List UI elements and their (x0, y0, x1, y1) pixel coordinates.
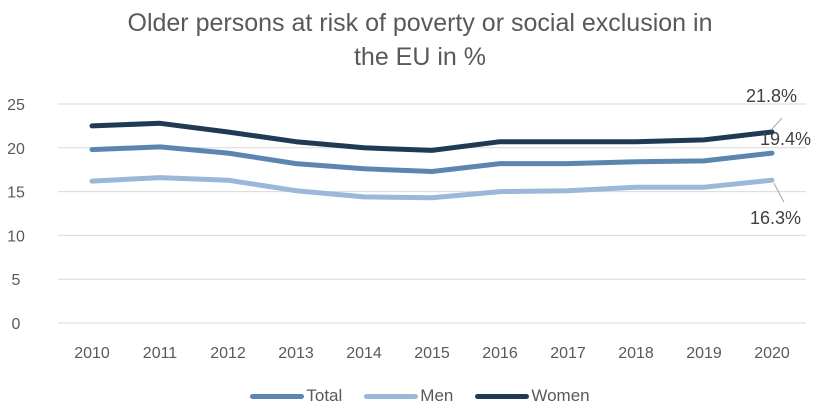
legend-item-women: Women (475, 386, 590, 406)
y-tick-label: 10 (7, 228, 25, 245)
chart-title: Older persons at risk of poverty or soci… (0, 6, 840, 74)
y-tick-label: 5 (12, 272, 21, 289)
legend-label: Total (306, 386, 343, 405)
annotation-leader-women (771, 117, 783, 130)
x-tick-label: 2011 (143, 345, 178, 362)
data-label-total: 19.4% (760, 129, 811, 149)
series-line-total (89, 144, 775, 174)
x-tick-label: 2020 (754, 345, 790, 362)
chart-title-line-1: Older persons at risk of poverty or soci… (127, 9, 713, 37)
data-label-men: 16.3% (750, 208, 801, 228)
annotation-leader-men (773, 182, 785, 203)
legend: Total Men Women (0, 386, 840, 406)
legend-label: Women (531, 386, 590, 405)
legend-item-total: Total (250, 386, 342, 406)
x-tick-label: 2010 (74, 345, 110, 362)
chart-title-line-2: the EU in % (353, 43, 486, 71)
legend-swatch (475, 393, 530, 399)
x-tick-label: 2014 (346, 345, 382, 362)
x-tick-label: 2013 (278, 345, 314, 362)
x-tick-label: 2016 (482, 345, 518, 362)
data-label-women: 21.8% (746, 86, 797, 106)
line-chart: 0 5 10 15 20 25 2010 2011 2012 2013 2014 2015 2016 20… (7, 86, 811, 362)
series-line-men (89, 175, 775, 201)
x-tick-label: 2019 (686, 345, 722, 362)
x-tick-label: 2017 (550, 345, 586, 362)
legend-item-men: Men (364, 386, 453, 406)
y-tick-label: 0 (12, 316, 21, 333)
x-tick-label: 2012 (210, 345, 246, 362)
y-tick-label: 20 (7, 141, 25, 158)
x-tick-label: 2015 (414, 345, 450, 362)
legend-swatch (364, 393, 419, 399)
x-tick-label: 2018 (618, 345, 654, 362)
legend-swatch (250, 393, 305, 399)
legend-label: Men (420, 386, 454, 405)
series-line-women (89, 120, 775, 153)
y-tick-label: 25 (7, 97, 25, 114)
y-tick-label: 15 (7, 185, 25, 202)
